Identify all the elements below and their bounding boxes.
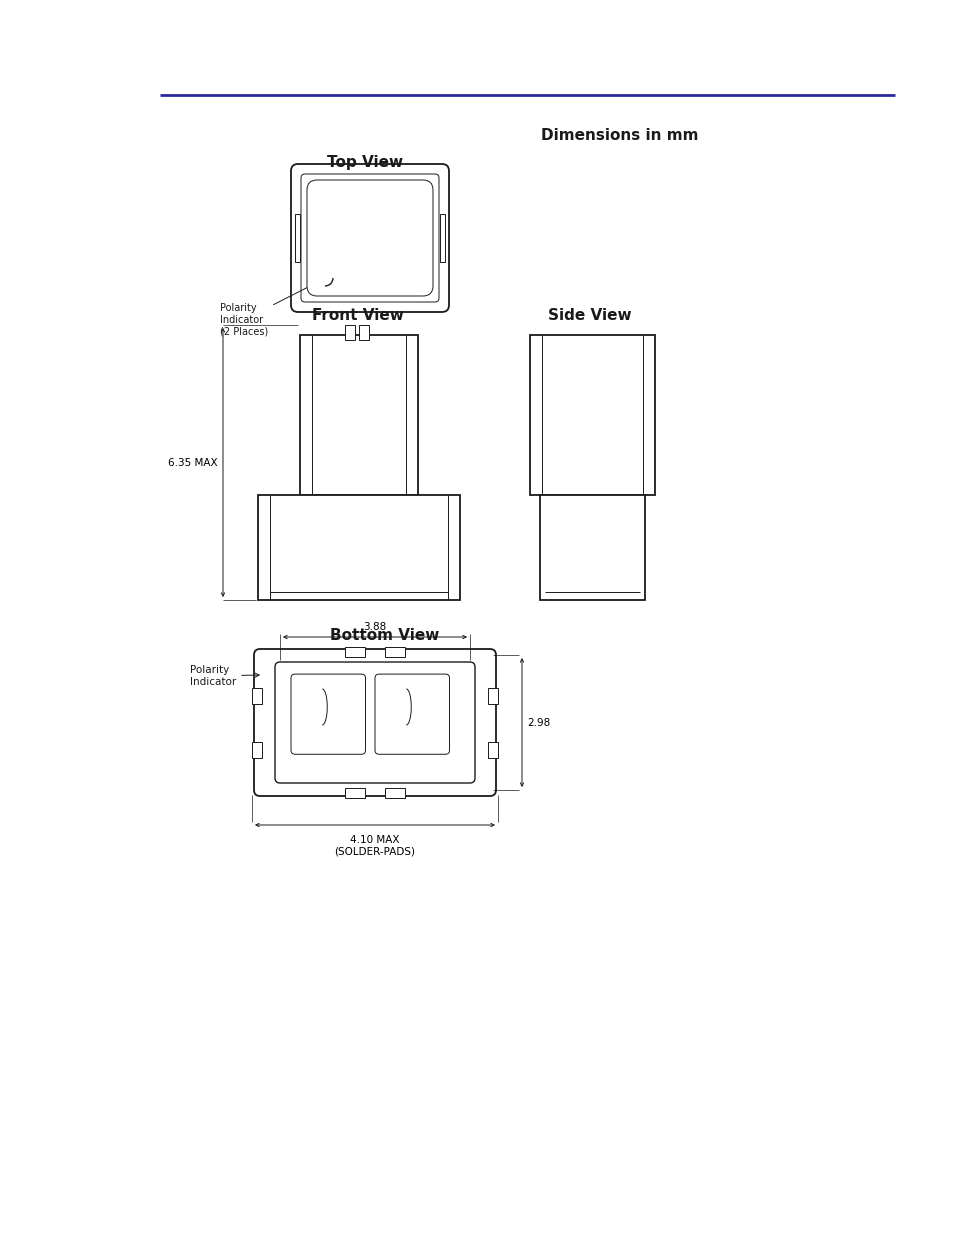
FancyBboxPatch shape [274,662,475,783]
Text: Top View: Top View [327,156,402,170]
Text: 2.98: 2.98 [526,718,550,727]
Text: Polarity
Indicator: Polarity Indicator [190,664,259,687]
Bar [539,495,644,600]
Bar [385,788,405,798]
FancyBboxPatch shape [291,164,449,312]
Text: 6.35 MAX: 6.35 MAX [168,457,218,468]
Text: Dimensions in mm: Dimensions in mm [540,127,698,142]
FancyBboxPatch shape [307,180,433,296]
Text: Bottom View: Bottom View [330,627,439,642]
Text: Side View: Side View [548,308,631,322]
Bar [257,495,459,600]
Text: 4.10 MAX
(SOLDER-PADS): 4.10 MAX (SOLDER-PADS) [335,835,416,857]
Text: 3.88: 3.88 [363,622,386,632]
Bar [345,325,355,340]
Bar [345,788,365,798]
Bar [299,335,417,495]
Bar [252,741,262,757]
Text: Polarity
Indicator
(2 Places): Polarity Indicator (2 Places) [220,282,318,336]
FancyBboxPatch shape [291,674,365,755]
Bar [345,647,365,657]
Text: Front View: Front View [312,308,403,322]
Bar [385,647,405,657]
FancyBboxPatch shape [301,174,438,303]
FancyBboxPatch shape [253,650,496,797]
FancyBboxPatch shape [375,674,449,755]
Bar [294,214,299,262]
Bar [252,688,262,704]
Bar [488,741,497,757]
Bar [358,325,369,340]
Bar [530,335,655,495]
Bar [488,688,497,704]
Bar [439,214,444,262]
